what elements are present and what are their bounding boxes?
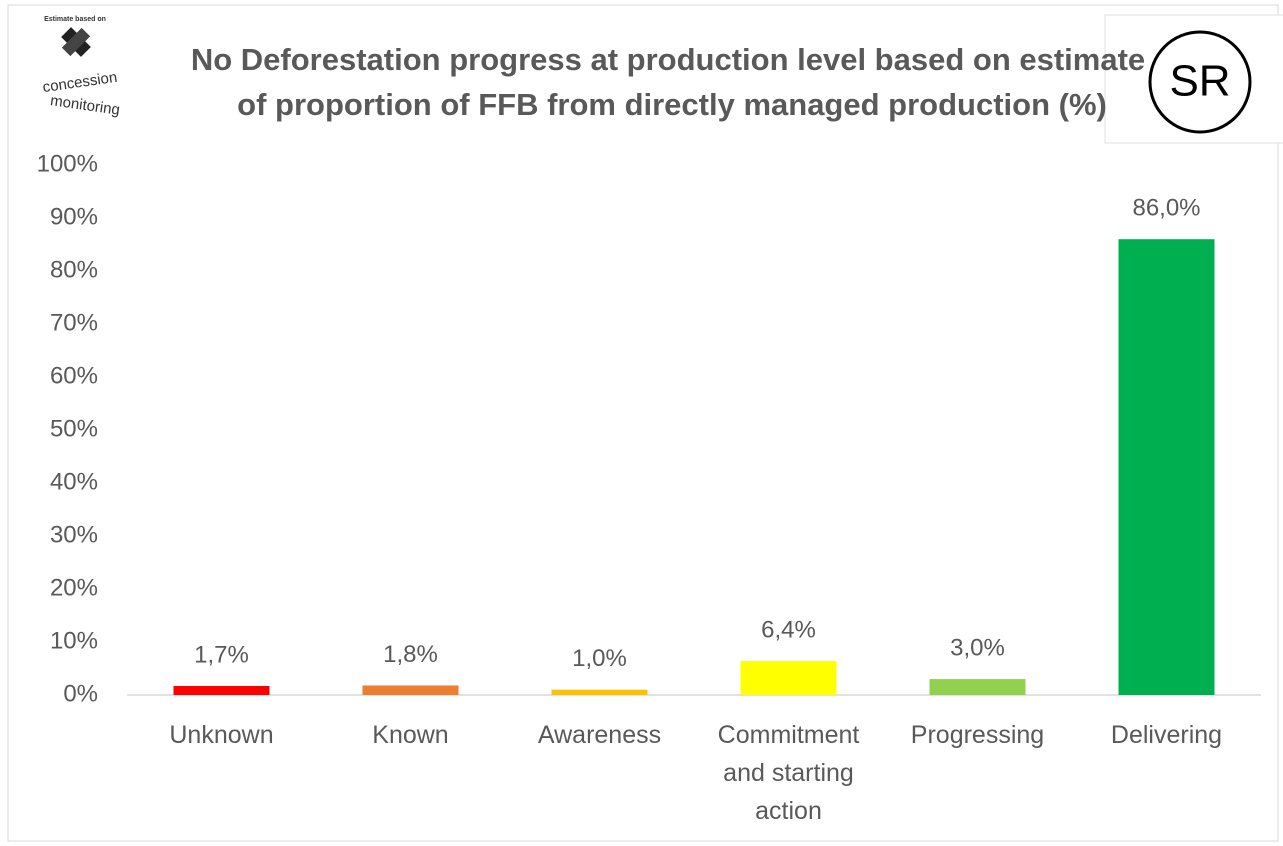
x-tick-label: Progressing [910,721,1045,749]
bar [173,685,270,695]
data-label: 1,8% [383,641,438,668]
chart-border [7,4,1279,842]
bar [929,679,1026,695]
badge-box [1104,14,1283,144]
logo-text: Estimate based on [44,16,106,23]
logo-icon [61,27,91,57]
logo-text: monitoring [49,92,121,119]
x-tick-label: Awareness [537,721,662,749]
bar [1118,239,1215,695]
y-tick-label: 100% [37,150,98,177]
chart-title: No Deforestation progress at production … [191,42,1145,77]
data-label: 1,0% [572,645,627,672]
data-label: 86,0% [1132,195,1200,222]
y-tick-label: 50% [50,415,98,442]
bar [362,685,459,695]
x-tick-label: Commitment and starting action [717,721,860,825]
badge-circle [1148,30,1252,134]
data-label: 1,7% [194,641,249,668]
x-tick-label: Unknown [169,721,274,749]
y-tick-label: 40% [50,468,98,495]
y-tick-label: 30% [50,521,98,548]
data-label: 6,4% [761,616,816,643]
bar [740,661,837,695]
y-tick-label: 20% [50,574,98,601]
data-label: 3,0% [950,634,1005,661]
y-tick-label: 80% [50,256,98,283]
y-tick-label: 10% [50,627,98,654]
chart-title: of proportion of FFB from directly manag… [237,87,1107,122]
y-tick-label: 90% [50,203,98,230]
x-tick-label: Delivering [1110,721,1223,749]
x-tick-label: Known [372,721,449,749]
badge: SR [1169,57,1230,106]
y-tick-label: 60% [50,362,98,389]
y-tick-label: 70% [50,309,98,336]
bar [551,689,648,695]
y-tick-label: 0% [63,680,98,707]
